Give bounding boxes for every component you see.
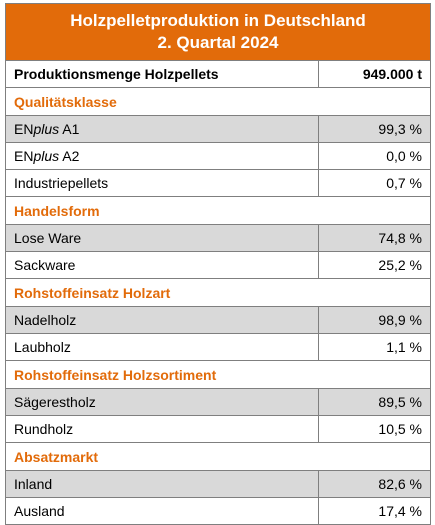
row-label-text: Sackware: [14, 257, 76, 273]
row-label-text: Inland: [14, 476, 53, 492]
title-line-2: 2. Quartal 2024: [157, 33, 279, 52]
row-label-text: Laubholz: [14, 339, 71, 355]
section-heading-row: Rohstoffeinsatz Holzart: [5, 278, 431, 307]
section-heading: Qualitätsklasse: [5, 87, 431, 116]
row-label-suffix: A1: [59, 121, 80, 137]
table-row: Inland 82,6 %: [5, 470, 431, 498]
row-label-text: EN: [14, 148, 34, 164]
table-title: Holzpelletproduktion in Deutschland 2. Q…: [5, 3, 431, 61]
table-row: Nadelholz 98,9 %: [5, 306, 431, 334]
row-label: ENplus A2: [5, 142, 319, 170]
row-label: Nadelholz: [5, 306, 319, 334]
title-line-1: Holzpelletproduktion in Deutschland: [70, 11, 366, 30]
section-heading: Absatzmarkt: [5, 442, 431, 471]
table-row: Rundholz 10,5 %: [5, 415, 431, 443]
section-heading-row: Absatzmarkt: [5, 442, 431, 471]
row-label: Sackware: [5, 251, 319, 279]
row-label-text: EN: [14, 121, 34, 137]
row-value: 74,8 %: [318, 224, 431, 252]
row-value: 17,4 %: [318, 497, 431, 525]
pellet-production-table-container: Holzpelletproduktion in Deutschland 2. Q…: [5, 3, 431, 525]
row-value: 89,5 %: [318, 388, 431, 416]
section-heading-row: Rohstoffeinsatz Holzsortiment: [5, 360, 431, 389]
total-row: Produktionsmenge Holzpellets 949.000 t: [5, 60, 431, 88]
row-label: Lose Ware: [5, 224, 319, 252]
table-row: ENplus A1 99,3 %: [5, 115, 431, 143]
section-heading-row: Handelsform: [5, 196, 431, 225]
row-label-italic: plus: [33, 148, 60, 164]
row-label: Rundholz: [5, 415, 319, 443]
table-row: Ausland 17,4 %: [5, 497, 431, 525]
section-heading: Rohstoffeinsatz Holzsortiment: [5, 360, 431, 389]
section-heading: Handelsform: [5, 196, 431, 225]
row-value: 1,1 %: [318, 333, 431, 361]
row-value: 99,3 %: [318, 115, 431, 143]
row-label: ENplus A1: [5, 115, 319, 143]
row-value: 10,5 %: [318, 415, 431, 443]
row-label: Ausland: [5, 497, 319, 525]
row-label: Inland: [5, 470, 319, 498]
row-label-text: Sägerestholz: [14, 394, 96, 410]
row-label-text: Lose Ware: [14, 230, 82, 246]
row-label: Sägerestholz: [5, 388, 319, 416]
table-body: Holzpelletproduktion in Deutschland 2. Q…: [5, 3, 431, 525]
row-label-italic: plus: [33, 121, 60, 137]
row-label-text: Rundholz: [14, 421, 74, 437]
row-label: Industriepellets: [5, 169, 319, 197]
row-label-text: Ausland: [14, 503, 65, 519]
row-label-suffix: A2: [59, 148, 80, 164]
row-value: 82,6 %: [318, 470, 431, 498]
row-value: 0,7 %: [318, 169, 431, 197]
pellet-production-table: Holzpelletproduktion in Deutschland 2. Q…: [5, 3, 431, 525]
row-label: Laubholz: [5, 333, 319, 361]
table-row: Industriepellets 0,7 %: [5, 169, 431, 197]
total-label: Produktionsmenge Holzpellets: [5, 60, 319, 88]
table-row: Sackware 25,2 %: [5, 251, 431, 279]
table-row: Laubholz 1,1 %: [5, 333, 431, 361]
row-label-text: Nadelholz: [14, 312, 77, 328]
total-value: 949.000 t: [318, 60, 431, 88]
row-value: 0,0 %: [318, 142, 431, 170]
table-row: ENplus A2 0,0 %: [5, 142, 431, 170]
row-value: 98,9 %: [318, 306, 431, 334]
table-row: Sägerestholz 89,5 %: [5, 388, 431, 416]
section-heading-row: Qualitätsklasse: [5, 87, 431, 116]
table-row: Lose Ware 74,8 %: [5, 224, 431, 252]
section-heading: Rohstoffeinsatz Holzart: [5, 278, 431, 307]
row-value: 25,2 %: [318, 251, 431, 279]
title-row: Holzpelletproduktion in Deutschland 2. Q…: [5, 3, 431, 61]
row-label-text: Industriepellets: [14, 175, 109, 191]
